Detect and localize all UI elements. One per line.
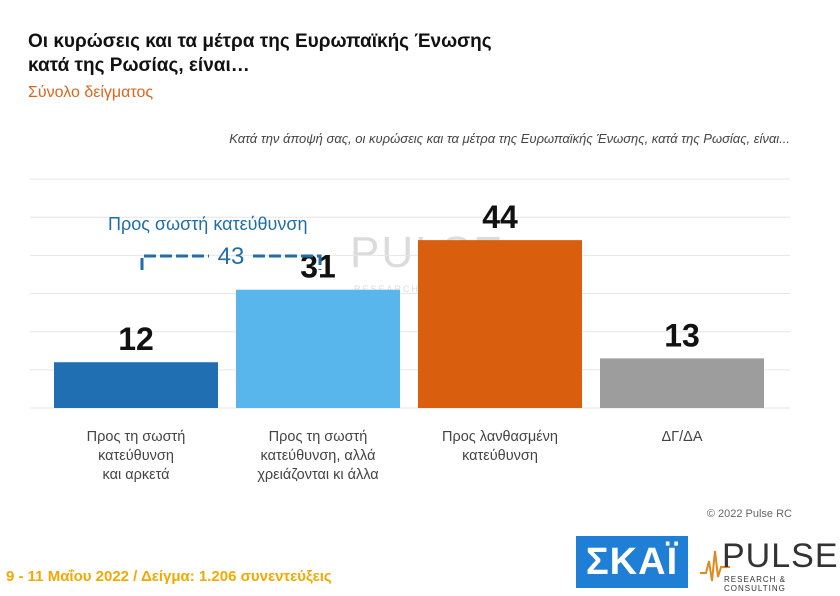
category-label-1: Προς τη σωστή κατεύθυνση και αρκετά	[51, 428, 221, 485]
bracket-annotation-label: Προς σωστή κατεύθυνση	[108, 214, 308, 234]
category-label-line: και αρκετά	[102, 467, 170, 483]
category-label-line: Προς τη σωστή	[86, 429, 186, 445]
category-label-line: κατεύθυνση	[98, 448, 174, 464]
category-label-4: ΔΓ/ΔΑ	[597, 428, 767, 447]
pulse-logo-word: PULSE	[722, 537, 839, 575]
data-label-3: 44	[482, 199, 518, 235]
bracket-left	[140, 254, 209, 270]
pulse-logo: PULSE RESEARCH & CONSULTING	[700, 537, 838, 593]
survey-question: Κατά την άποψή σας, οι κυρώσεις και τα μ…	[229, 131, 790, 146]
category-label-line: Προς λανθασμένη	[442, 429, 558, 445]
copyright: © 2022 Pulse RC	[706, 508, 792, 520]
bar-2	[236, 289, 400, 408]
category-label-3: Προς λανθασμένη κατεύθυνση	[415, 428, 585, 466]
bar-1	[54, 362, 218, 408]
skai-logo: ΣΚΑΪ	[576, 536, 688, 588]
bar-4	[600, 358, 764, 408]
data-label-1: 12	[118, 321, 154, 357]
category-label-line: χρειάζονται κι άλλα	[257, 467, 379, 483]
chart-title: Οι κυρώσεις και τα μέτρα της Ευρωπαϊκής …	[28, 30, 588, 78]
category-label-line: Προς τη σωστή	[268, 429, 368, 445]
chart-subtitle: Σύνολο δείγματος	[28, 84, 154, 101]
category-label-line: ΔΓ/ΔΑ	[661, 429, 703, 445]
bar-3	[418, 240, 582, 408]
bracket-value: 43	[218, 243, 245, 270]
data-label-2: 31	[300, 249, 336, 285]
title-line-1: Οι κυρώσεις και τα μέτρα της Ευρωπαϊκής …	[28, 31, 492, 52]
bracket-right	[253, 254, 322, 270]
pulse-wave-icon	[700, 550, 730, 582]
fieldwork-footer: 9 - 11 Μαΐου 2022 / Δείγμα: 1.206 συνεντ…	[6, 568, 332, 585]
category-label-line: κατεύθυνση	[462, 448, 538, 464]
pulse-logo-sub: RESEARCH & CONSULTING	[724, 575, 787, 593]
data-label-4: 13	[664, 317, 700, 353]
category-label-2: Προς τη σωστή κατεύθυνση, αλλά χρειάζονται…	[233, 428, 403, 485]
category-label-line: κατεύθυνση, αλλά	[260, 448, 376, 464]
title-line-2: κατά της Ρωσίας, είναι…	[28, 55, 250, 76]
